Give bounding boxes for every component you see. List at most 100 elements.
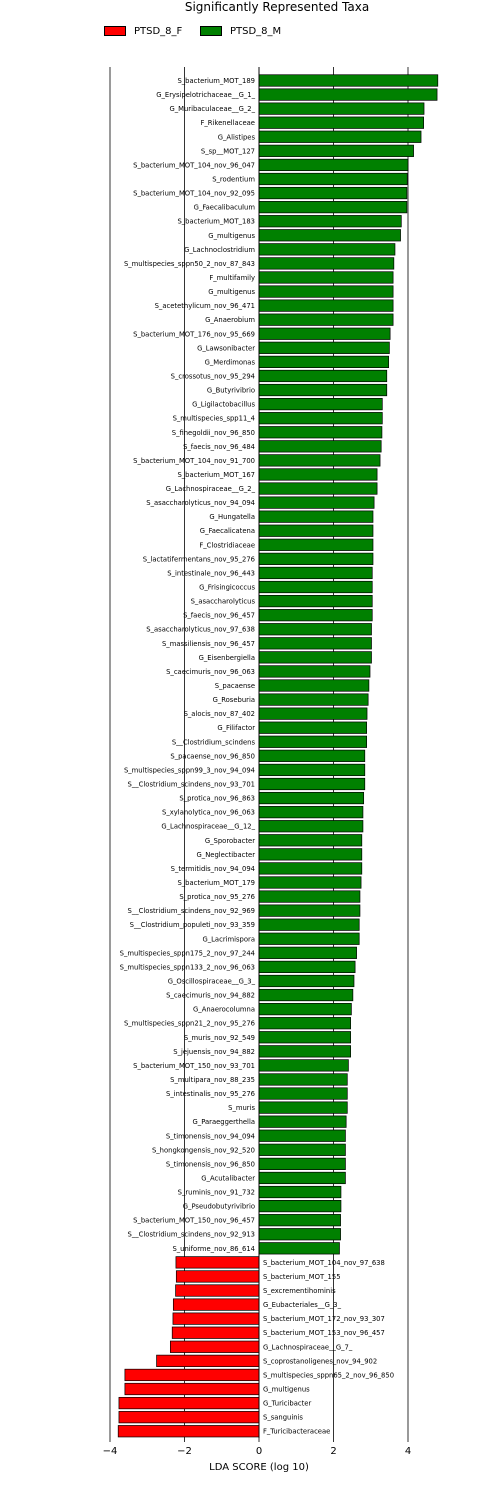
bar: [258, 918, 360, 931]
bar: [258, 383, 388, 397]
bar-label: S_multispecies_sppn50_2_nov_87_843: [124, 260, 255, 268]
bar-label: G_Neglectibacter: [197, 851, 256, 859]
bar: [258, 623, 372, 636]
bar: [258, 806, 364, 819]
bar-label: G_Lacrimispora: [202, 935, 255, 943]
bar: [258, 102, 425, 115]
bar-label: S_bacterium_MOT_179: [177, 879, 255, 887]
bar-label: S_protica_nov_96_863: [179, 795, 255, 803]
bar-label: S_multispecies_sppn133_2_nov_96_063: [120, 963, 255, 971]
chart-title: Significantly Represented Taxa: [184, 0, 370, 14]
bar-label: S__Clostridium_scindens_nov_92_969: [128, 907, 255, 915]
bar-label: S_asaccharolyticus_nov_97_638: [146, 626, 255, 634]
bar-label: S__Clostridium_scindens: [172, 738, 256, 746]
bar-label: S_multispecies_sppn21_2_nov_95_276: [124, 1020, 255, 1028]
bar-label: S_bacterium_MOT_104_nov_97_638: [263, 1259, 385, 1267]
legend-item-male: PTSD_8_M: [200, 23, 281, 39]
bar-label: S_multispecies_spp11_4: [173, 415, 255, 423]
bar-label: S_bacterium_MOT_104_nov_92_095: [133, 190, 255, 198]
bar-label: S_timonensis_nov_94_094: [166, 1132, 255, 1140]
bar-label: S_alocis_nov_87_402: [184, 710, 255, 718]
bar: [258, 355, 389, 368]
bar: [175, 1270, 260, 1283]
bar-label: S_bacterium_MOT_176_nov_95_669: [133, 330, 255, 338]
bar-label: S_bacterium_MOT_104_nov_96_047: [133, 161, 255, 169]
bar-label: G_Hungatella: [209, 513, 255, 521]
bar: [258, 890, 361, 903]
bar-label: S_faecis_nov_96_457: [183, 612, 255, 620]
bar: [258, 721, 368, 734]
bar: [258, 1115, 347, 1128]
bar: [258, 974, 355, 988]
bar-label: G_Erysipelotrichaceae__G_1_: [156, 91, 255, 99]
bar-label: S_jejuensis_nov_94_882: [173, 1048, 255, 1056]
bar-label: S_xylanolytica_nov_96_063: [162, 809, 255, 817]
bar: [258, 496, 375, 509]
bar-label: G_Pseudobutyrivibrio: [183, 1203, 255, 1211]
bar: [258, 1199, 342, 1213]
bar: [258, 735, 368, 748]
bar: [258, 524, 374, 537]
bar: [258, 158, 409, 172]
bar-label: S_muris: [228, 1104, 255, 1112]
bar-label: G_Paraeggerthella: [193, 1118, 255, 1126]
bar: [169, 1340, 260, 1353]
bar-label: S_hongkongensis_nov_92_520: [152, 1146, 255, 1154]
bar: [258, 299, 394, 312]
bar: [172, 1298, 260, 1311]
bar: [258, 904, 361, 917]
bar-label: S_bacterium_MOT_104_nov_91_700: [133, 457, 255, 465]
bar: [258, 960, 356, 974]
bar: [124, 1368, 260, 1382]
bar-label: G_Muribaculaceae__G_2_: [169, 105, 255, 113]
bar-label: S_caecimuris_nov_94_882: [166, 992, 255, 1000]
x-tick-label: −4: [103, 1446, 118, 1457]
bar: [118, 1411, 260, 1424]
bar-label: S_finegoldii_nov_96_850: [172, 429, 255, 437]
bar-label: G_Eubacteriales__G_3_: [263, 1301, 342, 1309]
bar-label: F_Clostridiaceae: [199, 541, 255, 549]
bar-label: G_Frisingicoccus: [199, 584, 255, 592]
bar: [258, 777, 366, 791]
bar: [258, 707, 368, 720]
bar-label: G_Lachnoclostridium: [184, 246, 255, 254]
bar: [258, 74, 439, 87]
bar: [258, 1185, 342, 1199]
bar: [258, 130, 422, 143]
bar-label: S_intestinalis_nov_95_276: [166, 1090, 255, 1098]
bar: [258, 1143, 346, 1156]
bar: [258, 1087, 348, 1100]
bar: [258, 426, 383, 439]
bar: [258, 313, 394, 326]
x-tick-label: 0: [256, 1446, 262, 1457]
bar-label: G_Sporobacter: [205, 837, 255, 845]
bar: [258, 651, 372, 664]
bar-label: S_rodentium: [212, 175, 255, 183]
bar-label: S_uniforme_nov_86_614: [172, 1245, 255, 1253]
bar-label: S_pacaense: [215, 682, 255, 690]
bar: [258, 412, 383, 425]
bar-label: S_bacterium_MOT_172_nov_93_307: [263, 1315, 385, 1323]
bar: [117, 1425, 260, 1438]
bar-label: G_Lachnospiraceae__G_12_: [161, 823, 255, 831]
bar-label: S_excrementihominis: [263, 1287, 336, 1295]
bar-label: S_faecis_nov_96_484: [183, 443, 255, 451]
bar: [124, 1382, 260, 1396]
bar-label: G_Butyrivibrio: [207, 387, 255, 395]
bar: [258, 1242, 340, 1255]
bar-label: S_bacterium_MOT_189: [177, 77, 255, 85]
bar: [258, 1017, 351, 1030]
bar-label: G_multigenus: [208, 288, 255, 296]
bar-label: G_Faecalicatena: [200, 527, 255, 535]
bar-label: S_multispecies_sppn175_2_nov_97_244: [120, 949, 255, 957]
bar-label: F_Rikenellaceae: [201, 119, 256, 127]
bar: [258, 468, 378, 481]
bar: [258, 566, 373, 580]
bar: [258, 454, 381, 467]
bar: [258, 1171, 346, 1185]
bar-label: G_Anaerobium: [205, 316, 255, 324]
bar-label: S_crossotus_nov_95_294: [171, 372, 255, 380]
bar-label: S_intestinale_nov_96_443: [167, 569, 255, 577]
legend-swatch-female: [104, 26, 126, 36]
